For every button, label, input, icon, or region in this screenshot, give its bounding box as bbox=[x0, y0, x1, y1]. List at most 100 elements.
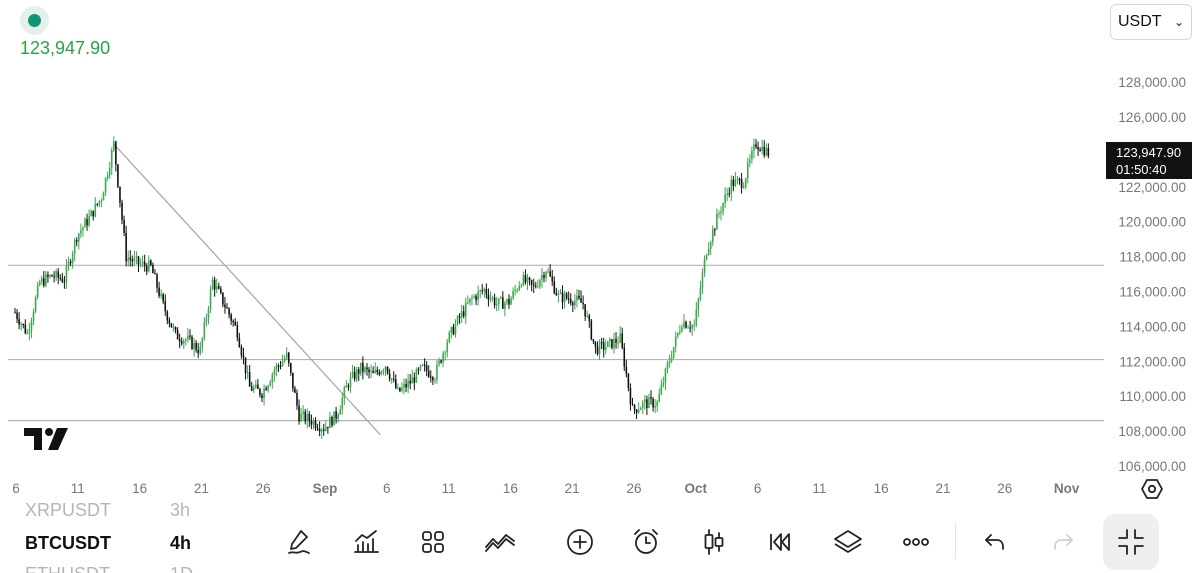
candle-body bbox=[709, 242, 712, 249]
candle-body bbox=[693, 325, 696, 327]
candle-body bbox=[290, 363, 292, 373]
compare-button[interactable] bbox=[480, 522, 520, 562]
candle-body bbox=[417, 369, 420, 371]
candle-body bbox=[582, 302, 584, 305]
candle-body bbox=[683, 321, 685, 328]
candle-body bbox=[24, 324, 27, 334]
trend-line-drawing[interactable] bbox=[113, 143, 381, 435]
candle-body bbox=[623, 347, 626, 367]
candle-body bbox=[592, 339, 595, 342]
candle-body bbox=[520, 285, 523, 287]
candle-body bbox=[312, 420, 315, 425]
candle-body bbox=[687, 327, 689, 329]
currency-value: USDT bbox=[1118, 13, 1162, 30]
candle-body bbox=[137, 256, 140, 265]
x-axis-tick-label: Sep bbox=[313, 481, 338, 496]
candle-body bbox=[518, 286, 521, 291]
candle-body bbox=[368, 369, 370, 373]
candle-body bbox=[14, 312, 16, 314]
undo-icon bbox=[985, 534, 1004, 550]
candle-body bbox=[586, 315, 589, 317]
add-button[interactable] bbox=[560, 522, 600, 562]
candle-body bbox=[119, 186, 121, 203]
grid-icon bbox=[422, 531, 444, 553]
price-chart[interactable]: 106,000.00 108,000.00 110,000.00 112,000.00… bbox=[0, 0, 1200, 505]
candle-body bbox=[590, 320, 593, 340]
chart-type-button[interactable] bbox=[694, 522, 734, 562]
candle-body bbox=[281, 361, 284, 367]
candle-body bbox=[574, 300, 576, 306]
replay-button[interactable] bbox=[760, 522, 800, 562]
candle-body bbox=[73, 240, 76, 254]
drawing-tools-button[interactable] bbox=[279, 522, 319, 562]
candle-body bbox=[257, 384, 259, 389]
candle-body bbox=[742, 187, 745, 189]
y-axis-tick-label: 126,000.00 bbox=[1118, 110, 1186, 125]
candle-body bbox=[63, 281, 66, 283]
add-circle-icon bbox=[567, 529, 593, 555]
candle-body bbox=[113, 141, 115, 151]
candlestick-icon bbox=[704, 529, 724, 555]
candle-body bbox=[154, 273, 156, 275]
candle-body bbox=[36, 285, 39, 298]
more-button[interactable] bbox=[896, 522, 936, 562]
candle-body bbox=[158, 287, 160, 296]
candle-body bbox=[26, 332, 29, 334]
candle-body bbox=[61, 278, 64, 282]
candle-body bbox=[310, 420, 313, 425]
candle-body bbox=[34, 297, 37, 312]
candle-body bbox=[755, 144, 757, 147]
candle-body bbox=[357, 369, 360, 374]
undo-button[interactable] bbox=[975, 522, 1015, 562]
x-axis-tick-label: Nov bbox=[1054, 481, 1080, 496]
y-axis-tick-label: 110,000.00 bbox=[1119, 389, 1186, 404]
candle-body bbox=[495, 304, 498, 306]
currency-select[interactable]: USDT ⌄ bbox=[1110, 4, 1192, 40]
layers-button[interactable] bbox=[828, 522, 868, 562]
candle-body bbox=[141, 261, 144, 264]
candle-body bbox=[329, 416, 331, 429]
chart-settings-button[interactable] bbox=[1140, 477, 1164, 506]
fullscreen-collapse-icon bbox=[1118, 529, 1144, 555]
candle-body bbox=[271, 374, 274, 383]
indicators-button[interactable] bbox=[346, 522, 386, 562]
candle-body bbox=[691, 325, 693, 329]
layout-button[interactable] bbox=[413, 522, 453, 562]
candle-body bbox=[607, 341, 609, 348]
candle-body bbox=[726, 193, 728, 195]
candle-body bbox=[528, 277, 531, 281]
y-axis-tick-label: 108,000.00 bbox=[1118, 424, 1186, 439]
candle-body bbox=[228, 308, 230, 315]
redo-button[interactable] bbox=[1043, 522, 1083, 562]
candle-body bbox=[382, 370, 385, 372]
candle-body bbox=[557, 293, 560, 296]
candle-body bbox=[419, 365, 422, 370]
candle-body bbox=[298, 405, 300, 422]
candle-body bbox=[394, 379, 397, 389]
y-axis-tick-label: 114,000.00 bbox=[1119, 319, 1186, 334]
candle-body bbox=[648, 397, 650, 409]
fullscreen-button[interactable] bbox=[1103, 514, 1159, 570]
candle-body bbox=[491, 297, 494, 299]
candle-body bbox=[427, 370, 430, 377]
candle-body bbox=[250, 386, 253, 391]
alert-button[interactable] bbox=[626, 522, 666, 562]
candle-body bbox=[763, 146, 766, 156]
candle-body bbox=[434, 379, 436, 381]
candle-body bbox=[537, 286, 539, 288]
candle-body bbox=[197, 350, 199, 354]
candle-body bbox=[269, 382, 272, 386]
candle-body bbox=[203, 321, 206, 339]
x-axis-tick-label: 11 bbox=[442, 481, 456, 496]
candle-body bbox=[456, 316, 459, 325]
watchlist-interval: 4h bbox=[170, 533, 192, 553]
candle-body bbox=[108, 167, 111, 176]
candle-body bbox=[248, 372, 251, 387]
candle-body bbox=[193, 342, 195, 349]
indicators-icon bbox=[354, 530, 379, 553]
candle-body bbox=[244, 357, 247, 373]
candle-body bbox=[555, 293, 558, 296]
candle-body bbox=[370, 371, 372, 373]
candle-body bbox=[94, 203, 97, 217]
y-axis-tick-label: 128,000.00 bbox=[1118, 75, 1186, 90]
